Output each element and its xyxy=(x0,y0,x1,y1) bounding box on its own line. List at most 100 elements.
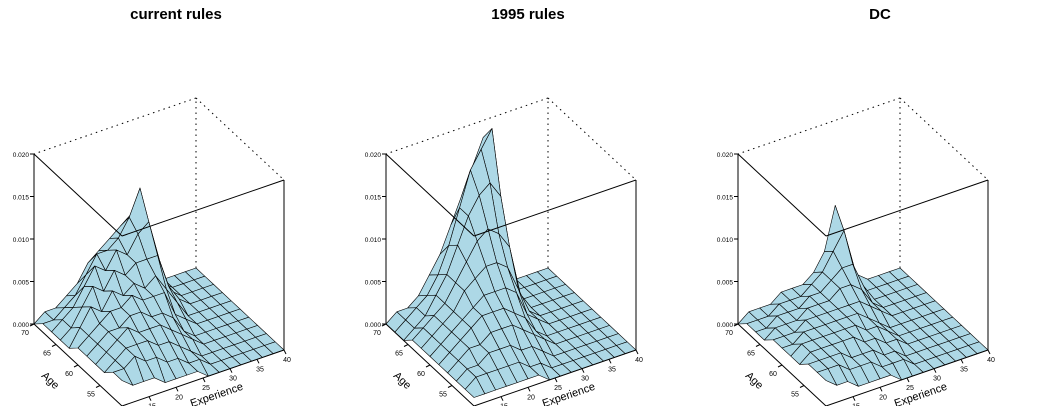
z-tick-label: 0.020 xyxy=(365,152,382,159)
surface-plot-1995-rules: 0.0000.0050.0100.0150.0205055606570Age10… xyxy=(365,97,643,406)
y-tick-label: 60 xyxy=(769,371,777,378)
panel-1995-rules: 1995 rules 0.0000.0050.0100.0150.0205055… xyxy=(352,0,704,406)
panel-current-rules: current rules 0.000 0.005 0.010 0.015 0.020 5… xyxy=(0,0,352,406)
hidden-edge xyxy=(195,97,285,181)
y-tick-label: 55 xyxy=(87,392,95,399)
surface-facet xyxy=(112,368,134,386)
y-tick xyxy=(755,344,761,347)
hidden-box-edges xyxy=(737,97,989,268)
hidden-edge xyxy=(385,97,549,155)
y-tick-label: 55 xyxy=(439,392,447,399)
y-tick xyxy=(403,344,409,347)
surface-facet xyxy=(816,368,838,386)
x-tick xyxy=(175,387,179,392)
x-tick-label: 25 xyxy=(202,385,210,392)
z-tick-label: 0.010 xyxy=(717,237,734,244)
x-tick-label: 20 xyxy=(879,394,887,401)
box-edge xyxy=(737,153,827,237)
surface xyxy=(737,205,989,387)
x-tick-label: 30 xyxy=(581,376,589,383)
z-tick-label: 0.000 xyxy=(13,322,30,329)
x-tick-label: 40 xyxy=(987,357,995,364)
y-tick-label: 70 xyxy=(21,330,29,337)
y-tick xyxy=(95,385,101,388)
surface xyxy=(385,128,637,398)
x-tick xyxy=(906,377,910,383)
y-tick xyxy=(799,385,805,388)
z-axis: 0.000 0.005 0.010 0.015 0.020 xyxy=(365,152,386,329)
x-tick-label: 35 xyxy=(256,366,264,373)
x-tick xyxy=(879,387,883,392)
z-tick-label: 0.010 xyxy=(13,237,30,244)
x-tick xyxy=(852,396,856,401)
x-tick xyxy=(527,387,531,392)
x-tick-label: 35 xyxy=(960,366,968,373)
x-tick-label: 15 xyxy=(148,404,156,406)
x-tick xyxy=(933,368,937,373)
z-axis: 0.000 0.005 0.010 0.015 0.020 xyxy=(717,152,738,329)
x-tick-label: 30 xyxy=(933,376,941,383)
y-tick xyxy=(733,323,739,327)
chart-title: DC xyxy=(869,6,891,23)
y-tick-label: 65 xyxy=(43,351,51,358)
z-axis: 0.000 0.005 0.010 0.015 0.020 xyxy=(13,152,34,329)
x-tick xyxy=(283,349,287,355)
x-tick-label: 25 xyxy=(554,385,562,392)
surface-facet xyxy=(464,376,486,398)
y-tick xyxy=(447,385,453,388)
chart-title: current rules xyxy=(130,6,222,23)
hidden-edge xyxy=(899,97,989,181)
z-tick-label: 0.005 xyxy=(365,280,382,287)
y-tick-label: 65 xyxy=(747,351,755,358)
z-tick-label: 0.005 xyxy=(13,280,30,287)
y-tick-label: 70 xyxy=(373,330,381,337)
x-tick xyxy=(608,359,612,364)
surface-plot-current-rules: 0.0000.0050.0100.0150.0205055606570Age10… xyxy=(13,97,291,406)
hidden-box-edges xyxy=(33,97,285,268)
y-tick-label: 65 xyxy=(395,351,403,358)
x-axis-label: Experience xyxy=(541,381,597,406)
y-tick xyxy=(777,364,783,368)
x-tick xyxy=(229,368,233,373)
z-tick-label: 0.020 xyxy=(13,152,30,159)
box-edge xyxy=(121,179,285,237)
box-edge xyxy=(385,153,475,237)
x-tick xyxy=(554,377,558,383)
y-tick-label: 70 xyxy=(725,330,733,337)
hidden-box-edges xyxy=(385,97,637,268)
x-axis-label: Experience xyxy=(893,381,949,406)
chart-title: 1995 rules xyxy=(491,6,565,23)
x-tick xyxy=(987,349,991,355)
x-tick-label: 40 xyxy=(635,357,643,364)
z-tick-label: 0.000 xyxy=(365,322,382,329)
x-tick-label: 15 xyxy=(500,404,508,406)
z-tick-label: 0.000 xyxy=(717,322,734,329)
x-tick xyxy=(148,396,152,401)
z-tick-label: 0.015 xyxy=(717,195,734,202)
x-tick-label: 20 xyxy=(175,394,183,401)
z-tick-label: 0.010 xyxy=(365,237,382,244)
x-tick xyxy=(581,368,585,373)
x-tick xyxy=(500,396,504,401)
x-tick-label: 30 xyxy=(229,376,237,383)
y-axis-label: Age xyxy=(743,370,766,392)
x-tick-label: 15 xyxy=(852,404,860,406)
y-tick xyxy=(51,344,57,347)
box-edge xyxy=(825,179,989,237)
box-edge xyxy=(473,179,637,237)
y-tick xyxy=(381,323,387,327)
z-tick-label: 0.020 xyxy=(717,152,734,159)
z-tick-label: 0.015 xyxy=(365,195,382,202)
x-tick-label: 20 xyxy=(527,394,535,401)
panel-dc: DC 0.0000.0050.0100.0150.0205055606570Ag… xyxy=(704,0,1056,406)
x-tick xyxy=(202,377,206,383)
x-tick-label: 40 xyxy=(283,357,291,364)
surface-plot-dc: 0.0000.0050.0100.0150.0205055606570Age10… xyxy=(717,97,995,406)
surface xyxy=(33,187,285,386)
hidden-edge xyxy=(737,97,901,155)
box-edge xyxy=(33,153,123,237)
hidden-edge xyxy=(33,97,197,155)
x-axis-label: Experience xyxy=(189,381,245,406)
y-tick-label: 60 xyxy=(65,371,73,378)
x-tick-label: 25 xyxy=(906,385,914,392)
